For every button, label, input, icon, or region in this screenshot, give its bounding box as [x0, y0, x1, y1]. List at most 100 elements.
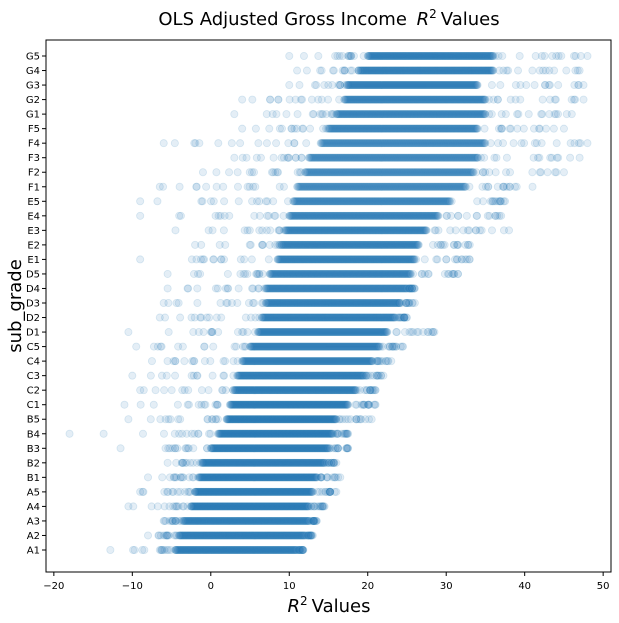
point-A1-243: [285, 546, 294, 555]
point-A1-14: [178, 546, 187, 555]
point-A1-274: [106, 546, 115, 555]
point-A1-45: [192, 546, 201, 555]
point-B4-269: [178, 429, 187, 438]
point-A1-152: [242, 546, 251, 555]
point-A1-245: [286, 546, 295, 555]
point-A1-42: [191, 546, 200, 555]
point-A1-15: [178, 546, 187, 555]
point-A1-178: [255, 546, 264, 555]
chart-title-main: OLS Adjusted Gross Income: [158, 9, 407, 30]
point-A1-58: [198, 546, 207, 555]
point-A1-164: [248, 546, 257, 555]
point-A1-112: [224, 546, 233, 555]
point-D1-270: [199, 328, 208, 337]
point-A1-63: [201, 546, 210, 555]
point-A1-97: [217, 546, 226, 555]
point-B3-289: [344, 444, 353, 453]
point-A1-161: [247, 546, 256, 555]
point-A1-158: [245, 546, 254, 555]
point-A1-153: [243, 546, 252, 555]
point-A4-287: [309, 502, 318, 511]
point-row-B2: [163, 458, 341, 467]
point-A1-198: [264, 546, 273, 555]
point-A1-38: [189, 546, 198, 555]
point-D1-285: [400, 328, 409, 337]
point-row-A5: [136, 487, 341, 496]
point-row-D2: [155, 313, 411, 322]
point-B5-271: [146, 415, 155, 424]
point-D2-267: [205, 313, 214, 322]
point-A1-233: [280, 546, 289, 555]
point-A1-52: [195, 546, 204, 555]
point-A1-210: [270, 546, 279, 555]
point-A1-200: [265, 546, 274, 555]
point-A1-208: [269, 546, 278, 555]
point-A1-176: [254, 546, 263, 555]
point-A5-274: [136, 487, 145, 496]
point-A1-230: [279, 546, 288, 555]
point-A1-196: [263, 546, 272, 555]
point-A1-220: [274, 546, 283, 555]
point-A1-30: [185, 546, 194, 555]
point-C2-268: [160, 386, 169, 395]
point-A1-31: [186, 546, 195, 555]
point-C4-272: [219, 357, 228, 366]
point-A1-56: [197, 546, 206, 555]
point-B3-272: [183, 444, 192, 453]
point-A1-222: [275, 546, 284, 555]
point-B1-271: [169, 473, 178, 482]
point-A1-193: [262, 546, 271, 555]
point-A1-86: [211, 546, 220, 555]
point-A1-223: [276, 546, 285, 555]
point-B5-268: [207, 415, 216, 424]
point-A1-117: [226, 546, 235, 555]
point-A1-87: [212, 546, 221, 555]
point-A1-54: [196, 546, 205, 555]
point-A1-53: [196, 546, 205, 555]
point-A1-44: [192, 546, 201, 555]
point-A1-9: [175, 546, 184, 555]
point-A1-226: [277, 546, 286, 555]
point-A1-133: [233, 546, 242, 555]
point-A1-186: [258, 546, 267, 555]
point-B1-289: [336, 473, 345, 482]
point-A1-73: [205, 546, 214, 555]
point-A1-174: [253, 546, 262, 555]
point-D1-287: [392, 328, 401, 337]
point-A1-90: [213, 546, 222, 555]
point-A1-244: [286, 546, 295, 555]
point-A1-166: [249, 546, 258, 555]
point-A1-75: [206, 546, 215, 555]
point-A1-93: [215, 546, 224, 555]
point-D2-289: [402, 313, 411, 322]
chart-title-math-exp: 2: [429, 7, 437, 21]
point-row-A3: [159, 516, 321, 525]
point-A1-204: [267, 546, 276, 555]
point-A1-231: [279, 546, 288, 555]
point-A1-217: [273, 546, 282, 555]
point-A1-11: [176, 546, 185, 555]
point-A1-1: [171, 546, 180, 555]
point-A1-59: [199, 546, 208, 555]
point-A1-70: [204, 546, 213, 555]
point-A1-12: [177, 546, 186, 555]
point-A1-171: [251, 546, 260, 555]
point-A1-205: [267, 546, 276, 555]
point-A1-249: [288, 546, 297, 555]
point-C1-267: [194, 400, 203, 409]
point-C5-271: [178, 342, 187, 351]
point-C1-271: [225, 400, 234, 409]
point-C5-289: [399, 342, 408, 351]
point-A1-228: [278, 546, 287, 555]
point-B3-287: [331, 444, 340, 453]
point-A1-154: [243, 546, 252, 555]
point-C4-267: [171, 357, 180, 366]
point-A1-227: [278, 546, 287, 555]
point-A1-104: [220, 546, 229, 555]
point-A1-10: [176, 546, 185, 555]
point-C4-274: [147, 357, 156, 366]
point-A1-212: [271, 546, 280, 555]
point-A1-96: [216, 546, 225, 555]
point-C2-273: [218, 386, 227, 395]
point-A1-141: [237, 546, 246, 555]
